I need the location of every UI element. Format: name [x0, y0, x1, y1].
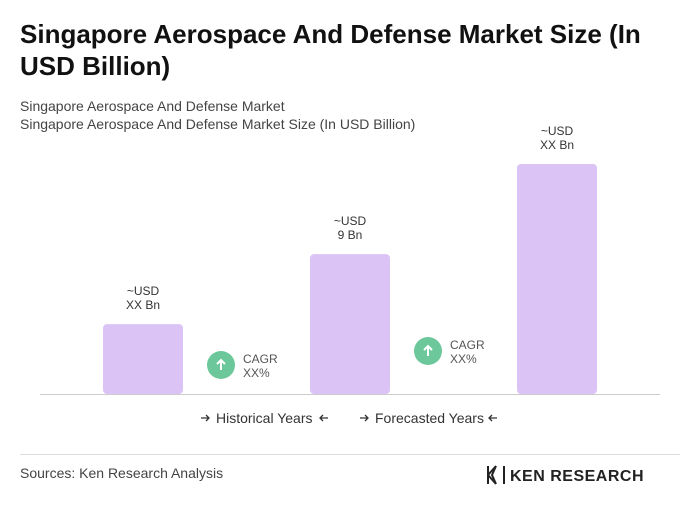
period-label: Forecasted Years — [375, 410, 484, 426]
cagr-label: XX% — [243, 366, 270, 380]
period-arrow — [488, 414, 497, 422]
brand: KEN RESEARCH — [510, 468, 644, 485]
bar — [103, 324, 183, 394]
period-arrow — [319, 414, 328, 422]
period-arrow — [201, 414, 210, 422]
source: Sources: Ken Research Analysis — [20, 465, 223, 481]
subtitle: Singapore Aerospace And Defense Market — [20, 98, 285, 114]
cagr-label: CAGR — [450, 338, 485, 352]
cagr-label: CAGR — [243, 352, 278, 366]
chart-title: Singapore Aerospace And Defense Market S… — [20, 19, 641, 81]
value-label: XX Bn — [540, 138, 574, 152]
value-label: ~USD — [127, 284, 160, 298]
cagr-arrow — [216, 358, 226, 370]
subtitle: Singapore Aerospace And Defense Market S… — [20, 116, 416, 132]
period-arrow — [360, 414, 369, 422]
value-label: XX Bn — [126, 298, 160, 312]
value-label: 9 Bn — [338, 228, 363, 242]
bar — [517, 164, 597, 394]
cagr-label: XX% — [450, 352, 477, 366]
value-label: ~USD — [541, 124, 574, 138]
bar — [310, 254, 390, 394]
brand-icon — [487, 465, 505, 485]
period-label: Historical Years — [216, 410, 313, 426]
value-label: ~USD — [334, 214, 367, 228]
cagr-arrow — [423, 344, 433, 356]
